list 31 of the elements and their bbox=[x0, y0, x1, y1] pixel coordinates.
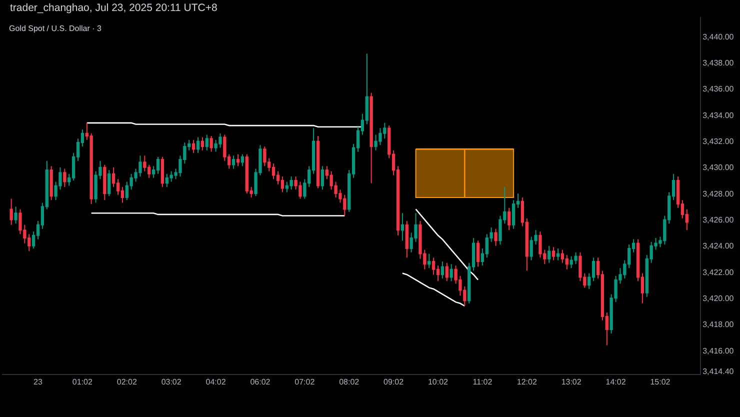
y-tick-label: 3,422.00 bbox=[702, 268, 734, 277]
x-tick-label: 01:02 bbox=[72, 378, 93, 387]
x-tick-label: 03:02 bbox=[161, 378, 182, 387]
x-tick-label: 14:02 bbox=[606, 378, 626, 387]
y-tick-label: 3,414.40 bbox=[702, 367, 734, 376]
y-tick-label: 3,428.00 bbox=[702, 189, 734, 198]
y-tick-label: 3,432.00 bbox=[702, 137, 734, 146]
y-tick-label: 3,438.00 bbox=[702, 58, 734, 68]
y-tick-label: 3,418.00 bbox=[702, 320, 734, 330]
y-tick-label: 3,416.00 bbox=[702, 346, 734, 356]
y-tick-label: 3,436.00 bbox=[702, 84, 734, 94]
x-tick-label: 08:02 bbox=[339, 378, 360, 387]
x-tick-label: 10:02 bbox=[428, 378, 449, 387]
x-tick-label: 11:02 bbox=[472, 378, 493, 387]
text: trader_changhao, Jul 23, 2025 20:11 UTC+8 bbox=[10, 2, 218, 14]
y-tick-label: 3,424.00 bbox=[702, 242, 734, 251]
y-tick-label: 3,440.00 bbox=[702, 32, 734, 42]
x-tick-label: 12:02 bbox=[516, 378, 538, 387]
text: Gold Spot / U.S. Dollar · 3 bbox=[9, 24, 102, 33]
x-tick-label: 07:02 bbox=[294, 378, 316, 387]
y-tick-label: 3,426.00 bbox=[702, 215, 734, 224]
x-tick-label: 23 bbox=[34, 378, 43, 387]
x-tick-label: 06:02 bbox=[250, 378, 271, 387]
y-tick-label: 3,420.00 bbox=[702, 294, 734, 303]
y-tick-label: 3,430.00 bbox=[702, 163, 734, 172]
x-tick-label: 04:02 bbox=[206, 378, 226, 387]
y-tick-label: 3,434.00 bbox=[702, 110, 734, 120]
x-tick-label: 02:02 bbox=[116, 378, 138, 387]
x-tick-label: 13:02 bbox=[561, 378, 582, 387]
x-tick-label: 15:02 bbox=[650, 378, 671, 387]
x-tick-label: 09:02 bbox=[384, 378, 404, 387]
